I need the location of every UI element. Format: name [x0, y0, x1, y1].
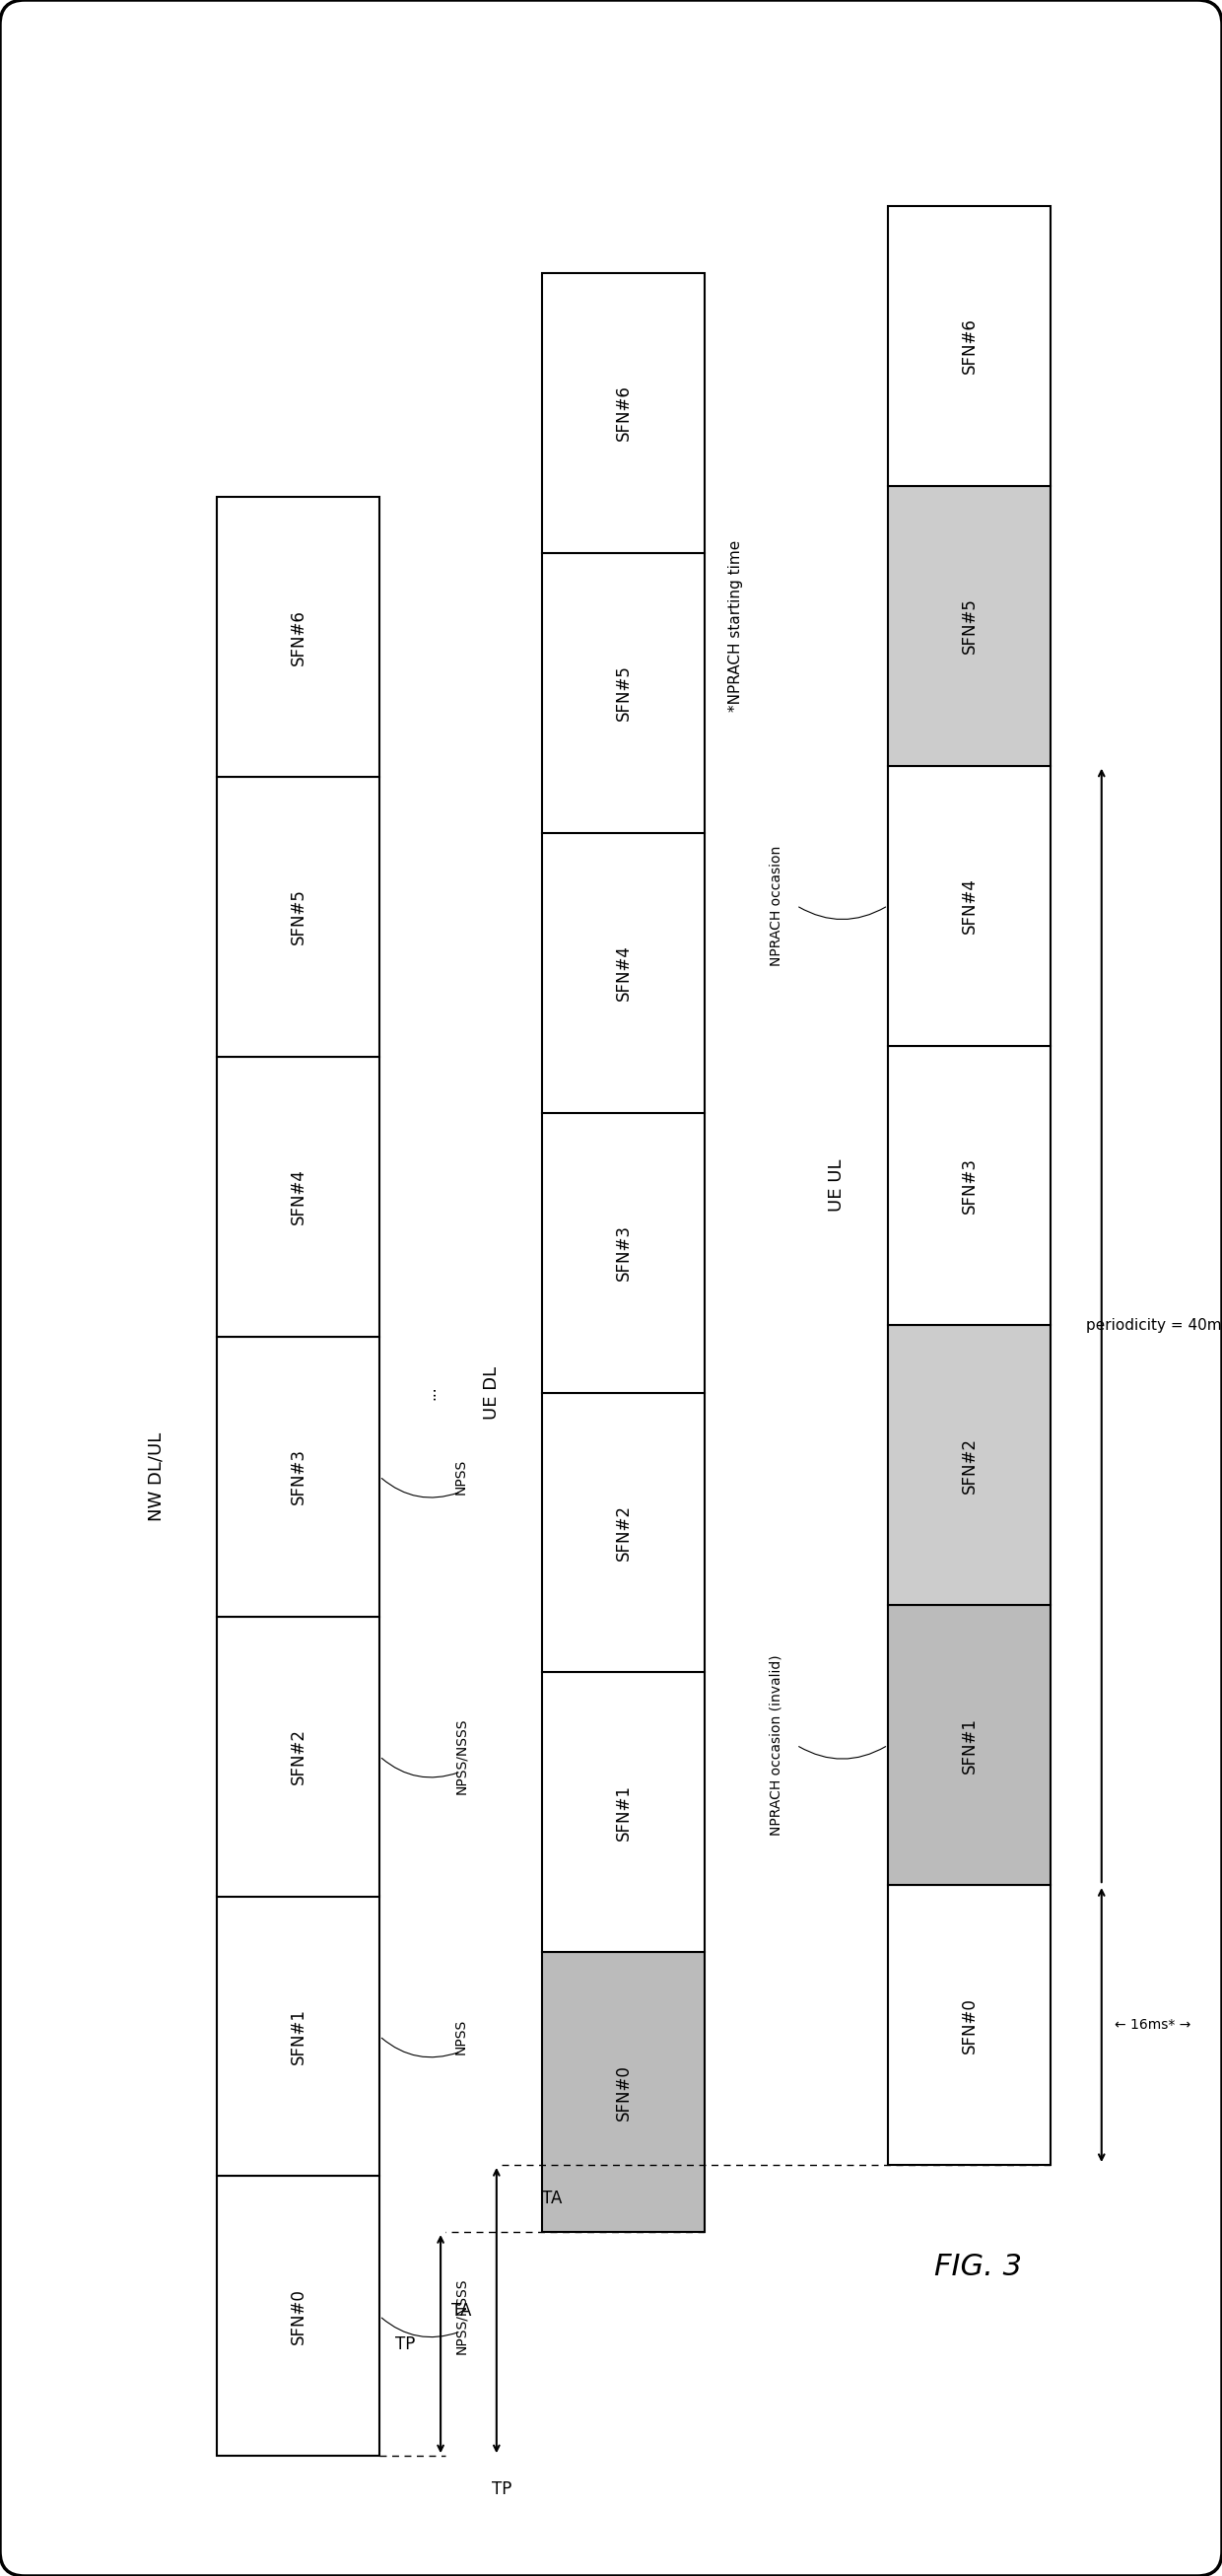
- Bar: [888, 487, 1051, 765]
- Text: SFN#2: SFN#2: [290, 1728, 307, 1785]
- Text: NPSS/NSSS: NPSS/NSSS: [455, 1718, 468, 1795]
- Text: TA: TA: [451, 2300, 470, 2318]
- Text: SFN#3: SFN#3: [290, 1448, 307, 1504]
- Text: SFN#1: SFN#1: [615, 1785, 633, 1839]
- Text: SFN#2: SFN#2: [960, 1437, 979, 1494]
- Bar: [888, 206, 1051, 487]
- Bar: [888, 765, 1051, 1046]
- Bar: [216, 497, 380, 778]
- Bar: [216, 1337, 380, 1615]
- Text: ← 16ms* →: ← 16ms* →: [1114, 2017, 1190, 2032]
- Text: NPRACH occasion (invalid): NPRACH occasion (invalid): [770, 1654, 783, 1837]
- Bar: [543, 1113, 705, 1394]
- Text: SFN#0: SFN#0: [615, 2063, 633, 2120]
- Text: SFN#1: SFN#1: [290, 2009, 307, 2063]
- Bar: [888, 1046, 1051, 1327]
- Bar: [543, 554, 705, 832]
- Text: SFN#5: SFN#5: [290, 889, 307, 945]
- Bar: [543, 1394, 705, 1672]
- Text: UE DL: UE DL: [483, 1365, 500, 1419]
- Text: SFN#6: SFN#6: [290, 608, 307, 665]
- Bar: [888, 1327, 1051, 1605]
- Bar: [888, 1605, 1051, 1886]
- Text: SFN#6: SFN#6: [615, 384, 633, 440]
- Bar: [543, 1672, 705, 1953]
- Text: SFN#4: SFN#4: [960, 878, 979, 933]
- Text: TA: TA: [543, 2190, 562, 2208]
- Bar: [543, 273, 705, 554]
- Text: NPSS: NPSS: [455, 2020, 468, 2053]
- Text: SFN#6: SFN#6: [960, 317, 979, 374]
- Bar: [216, 2177, 380, 2455]
- Text: ...: ...: [423, 1386, 437, 1399]
- Text: SFN#2: SFN#2: [615, 1504, 633, 1561]
- Text: SFN#4: SFN#4: [615, 945, 633, 1002]
- Text: UE UL: UE UL: [829, 1159, 846, 1211]
- Bar: [216, 778, 380, 1056]
- Text: SFN#0: SFN#0: [960, 1996, 979, 2053]
- Text: SFN#5: SFN#5: [960, 598, 979, 654]
- Text: NW DL/UL: NW DL/UL: [147, 1432, 165, 1520]
- Text: SFN#0: SFN#0: [290, 2287, 307, 2344]
- Text: NPSS/NSSS: NPSS/NSSS: [455, 2277, 468, 2354]
- Text: *NPRACH starting time: *NPRACH starting time: [728, 541, 743, 711]
- Text: SFN#1: SFN#1: [960, 1718, 979, 1772]
- Bar: [216, 1615, 380, 1896]
- Text: SFN#5: SFN#5: [615, 665, 633, 721]
- Bar: [543, 1953, 705, 2231]
- Text: FIG. 3: FIG. 3: [934, 2251, 1022, 2282]
- Text: SFN#3: SFN#3: [960, 1157, 979, 1213]
- Text: NPSS: NPSS: [455, 1458, 468, 1494]
- Text: SFN#4: SFN#4: [290, 1170, 307, 1224]
- Text: NPRACH occasion: NPRACH occasion: [770, 845, 783, 966]
- Bar: [216, 1896, 380, 2177]
- Bar: [216, 1056, 380, 1337]
- Text: periodicity = 40ms: periodicity = 40ms: [1085, 1319, 1222, 1332]
- Bar: [543, 832, 705, 1113]
- Text: SFN#3: SFN#3: [615, 1224, 633, 1280]
- Bar: [888, 1886, 1051, 2164]
- Text: TP: TP: [491, 2481, 512, 2499]
- Text: TP: TP: [395, 2334, 415, 2352]
